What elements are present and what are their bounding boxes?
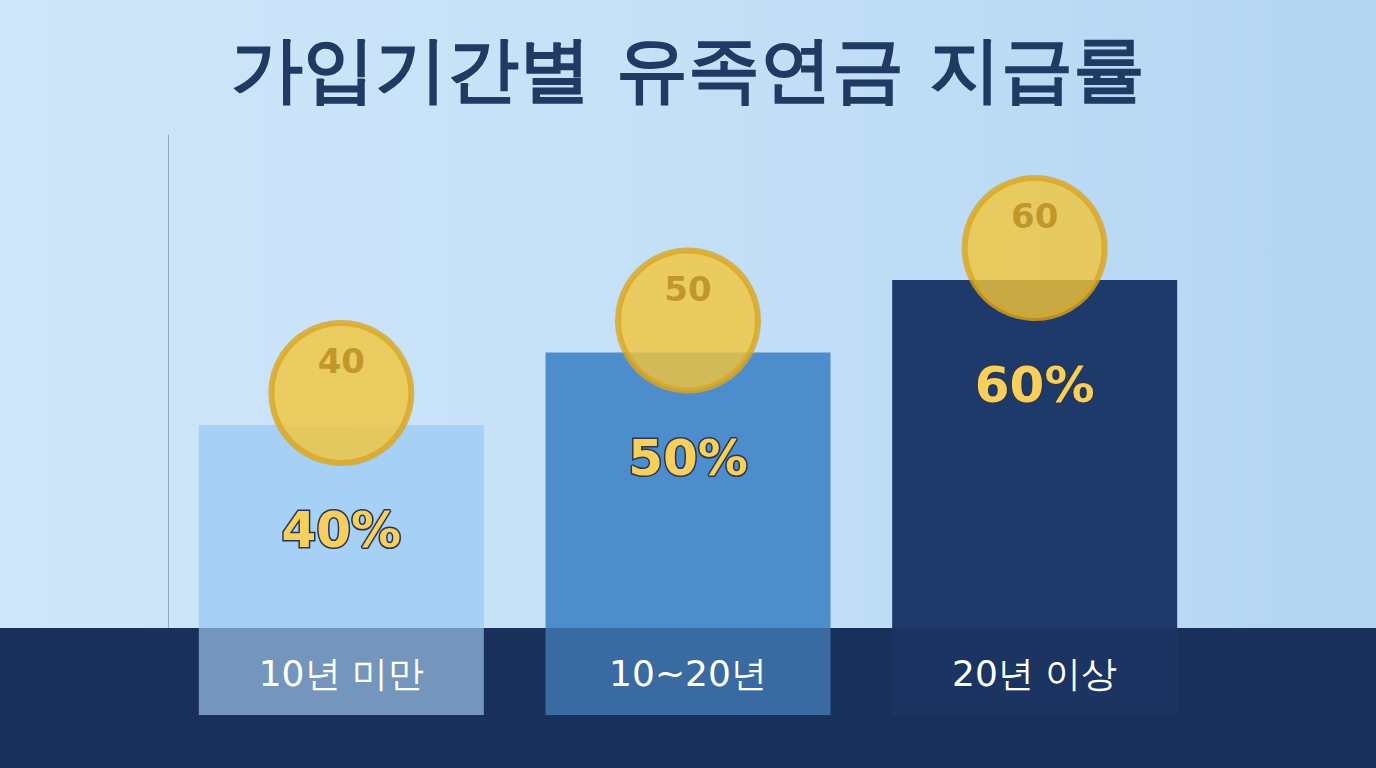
svg-text:20년 이상: 20년 이상: [952, 653, 1117, 694]
svg-text:가입기간별 유족연금 지급률: 가입기간별 유족연금 지급률: [231, 27, 1145, 111]
svg-text:10~20년: 10~20년: [609, 653, 767, 694]
svg-text:60%: 60%: [975, 356, 1095, 414]
svg-text:60: 60: [1011, 196, 1058, 236]
svg-text:10년 미만: 10년 미만: [259, 653, 424, 694]
svg-text:50: 50: [664, 269, 711, 309]
svg-text:40: 40: [318, 341, 365, 381]
svg-text:40%: 40%: [281, 501, 401, 559]
svg-text:50%: 50%: [628, 429, 748, 487]
